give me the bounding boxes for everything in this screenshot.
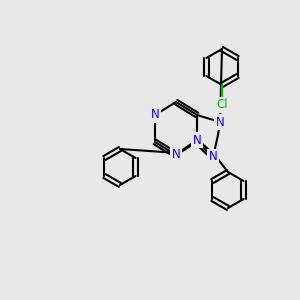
Text: N: N xyxy=(216,116,224,128)
Text: N: N xyxy=(151,109,159,122)
Text: N: N xyxy=(172,148,180,161)
Text: N: N xyxy=(208,151,217,164)
Text: N: N xyxy=(193,134,201,146)
Text: Cl: Cl xyxy=(216,98,228,112)
